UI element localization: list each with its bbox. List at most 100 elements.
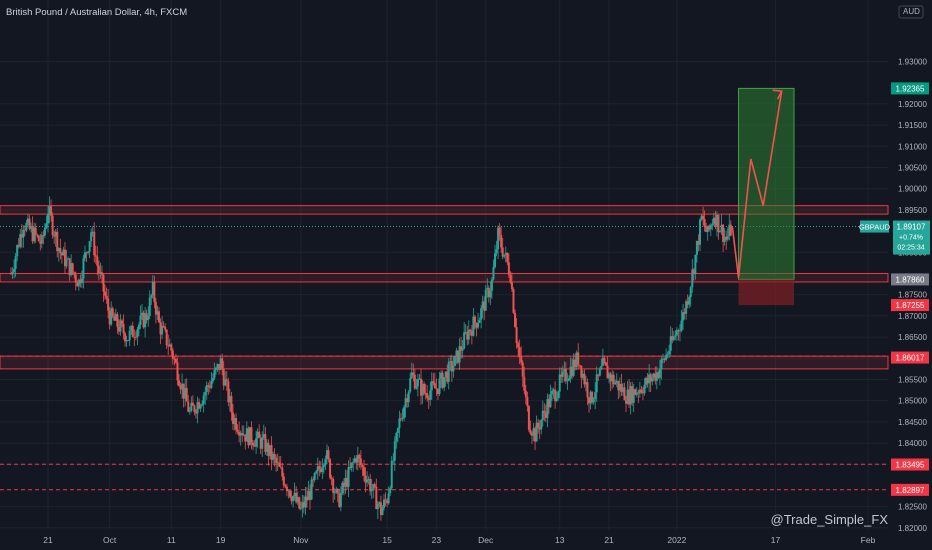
candle-body — [301, 502, 304, 509]
candle-body — [247, 428, 250, 446]
candle-body — [455, 350, 458, 356]
candle-body — [252, 442, 254, 446]
candle-body — [665, 354, 668, 360]
time-tick-label: 21 — [604, 535, 614, 545]
candle-body — [611, 374, 614, 382]
candle-body — [248, 427, 251, 446]
candle-body — [238, 431, 241, 436]
candle-body — [546, 399, 549, 418]
candle-body — [423, 383, 426, 393]
candle-body — [588, 397, 591, 404]
candle-body — [270, 445, 273, 460]
candle-body — [506, 252, 509, 263]
symbol-tag-bg — [860, 220, 889, 233]
candle-body — [589, 391, 592, 404]
candle-body — [16, 245, 19, 257]
candle-body — [148, 297, 151, 317]
candle-body — [689, 287, 692, 297]
candle-body — [22, 229, 25, 238]
price-label: 1.82897 — [896, 486, 925, 495]
price-axis[interactable]: 1.93000 1.92000 1.91500 1.91000 1.90500 1.900… — [859, 5, 930, 533]
candle-body — [302, 502, 305, 508]
time-tick-label: 21 — [43, 535, 53, 545]
candle-body — [23, 229, 26, 231]
candle-body — [164, 326, 167, 330]
candle-body — [621, 387, 624, 393]
candle-body — [483, 301, 486, 311]
candle-body — [68, 258, 71, 276]
price-label: 1.87255 — [896, 301, 925, 310]
candle-body — [210, 381, 213, 388]
price-tick-label: 1.87000 — [898, 312, 927, 321]
candle-body — [467, 329, 470, 340]
candle-body — [181, 383, 184, 390]
candle-body — [50, 206, 53, 216]
candle-body — [242, 434, 245, 436]
candle-body — [407, 391, 410, 403]
time-tick-label: 19 — [216, 535, 226, 545]
bar-countdown: 02:25:34 — [897, 245, 924, 252]
candle-body — [447, 361, 450, 382]
candle-body — [708, 225, 711, 230]
candle-body — [712, 217, 715, 224]
candle-body — [427, 398, 430, 400]
candle-body — [470, 331, 473, 336]
candle-body — [96, 256, 99, 266]
candle-body — [159, 322, 162, 335]
candle-body — [392, 460, 395, 462]
candle-body — [250, 427, 253, 443]
candle-body — [295, 492, 298, 503]
candle-body — [429, 390, 432, 400]
candle-body — [325, 450, 328, 459]
candle-body — [581, 373, 584, 378]
candle-body — [165, 329, 168, 346]
price-tick-label: 1.90500 — [898, 163, 927, 172]
stop-zone[interactable] — [738, 279, 795, 306]
candle-body — [322, 465, 325, 468]
price-tick-label: 1.85500 — [898, 375, 927, 384]
candle-body — [10, 273, 13, 275]
candle-body — [324, 458, 327, 466]
candle-body — [131, 325, 134, 338]
time-tick-label: 2022 — [667, 535, 686, 545]
candle-body — [318, 466, 321, 470]
candle-body — [346, 477, 349, 487]
candle-body — [583, 373, 586, 385]
candle-body — [395, 433, 398, 442]
grid — [0, 0, 888, 530]
candle-body — [222, 369, 225, 386]
candle-body — [284, 485, 287, 487]
candle-body — [416, 379, 419, 387]
candle-body — [144, 313, 147, 328]
candle-body — [48, 206, 51, 215]
candle-body — [215, 367, 218, 370]
candle-body — [130, 325, 133, 331]
time-tick-label: 15 — [382, 535, 392, 545]
time-axis[interactable]: 21 Oct 11 19 Nov 15 23 Dec 13 21 2022 17 Feb — [43, 535, 875, 545]
candle-body — [156, 311, 159, 315]
candle-body — [415, 386, 418, 389]
candle-body — [83, 252, 86, 259]
candle-body — [110, 308, 113, 325]
candle-body — [438, 378, 441, 394]
candle-body — [507, 262, 510, 275]
candle-body — [618, 384, 621, 391]
candle-body — [56, 231, 59, 252]
candle-body — [335, 488, 338, 493]
candle-body — [412, 372, 415, 375]
candle-body — [655, 372, 658, 381]
candle-body — [598, 369, 601, 376]
candle-body — [54, 231, 57, 237]
watermark: @Trade_Simple_FX — [771, 512, 889, 527]
chart-title: British Pound / Australian Dollar, 4h, F… — [6, 7, 187, 18]
projection-arrow-head — [772, 89, 783, 100]
currency-box[interactable] — [898, 5, 924, 19]
candle-body — [91, 231, 94, 233]
candle-body — [179, 385, 182, 390]
candle-body — [332, 478, 335, 493]
candle-body — [33, 227, 36, 242]
candle-body — [584, 382, 587, 385]
candle-body — [57, 248, 60, 252]
candle-body — [53, 234, 56, 237]
